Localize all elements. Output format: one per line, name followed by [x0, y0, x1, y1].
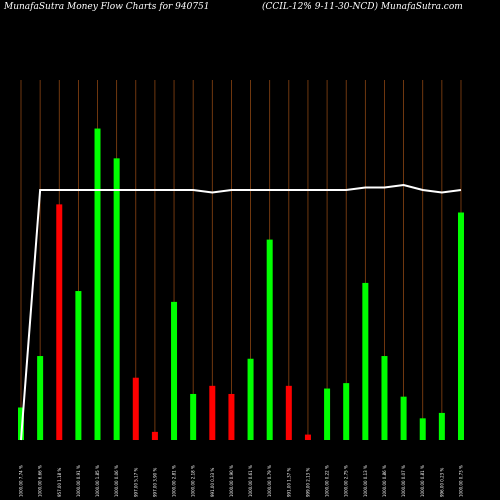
bar [228, 393, 235, 440]
bar [247, 358, 254, 440]
x-tick-label: 1000.00 0.79 % [267, 465, 272, 497]
bar [190, 393, 197, 440]
bar [324, 388, 331, 440]
x-tick-label: 1000.00 2.75 % [344, 465, 349, 497]
bar [94, 128, 101, 440]
bar [56, 204, 63, 440]
bar [171, 301, 178, 440]
bars [18, 128, 464, 441]
bar [266, 239, 273, 440]
x-tick-label: 991.00 1.37 % [286, 468, 291, 497]
x-tick-label: 1000.00 2.18 % [191, 465, 196, 497]
bar [75, 291, 82, 440]
bar [151, 431, 158, 440]
bar [438, 412, 445, 440]
x-tick-label: 1000.00 2.81 % [172, 465, 177, 497]
bar [457, 212, 464, 440]
grid-lines [20, 80, 462, 440]
x-tick-label: 1000.00 0.91 % [76, 465, 81, 497]
bar [419, 418, 426, 440]
x-tick-label: 997.00 3.90 % [152, 468, 157, 497]
x-tick-label: 1000.00 0.81 % [420, 465, 425, 497]
bar [285, 385, 292, 440]
x-tick-label: 1000.00 0.07 % [401, 465, 406, 497]
bar [381, 356, 388, 440]
chart-title-right: (CCIL-12% 9-11-30-NCD) MunafaSutra.com [262, 2, 463, 12]
x-tick-labels: 1000.00 7.74 % 1000.00 6.66 % 957.00 1.18 … [19, 465, 464, 497]
x-tick-label: 996.00 0.23 % [439, 468, 444, 497]
x-tick-label: 1000.00 0.61 % [248, 465, 253, 497]
x-tick-label: 1000.00 6.66 % [38, 465, 43, 497]
x-tick-label: 1000.00 0.22 % [325, 465, 330, 497]
bar [132, 377, 139, 440]
x-tick-label: 1000.00 0.06 % [114, 465, 119, 497]
bar [209, 385, 216, 440]
bar [343, 383, 350, 440]
bar [113, 158, 120, 441]
x-tick-label: 997.00 5.17 % [133, 468, 138, 497]
x-tick-label: 1000.00 0.90 % [229, 465, 234, 497]
bar [400, 396, 407, 440]
money-flow-line [20, 183, 462, 441]
x-tick-label: 1000.00 0.13 % [363, 465, 368, 497]
x-tick-label: 1000.00 1.85 % [95, 465, 100, 497]
x-tick-label: 999.00 2.13 % [305, 468, 310, 497]
bar [37, 356, 44, 440]
x-tick-label: 991.00 0.33 % [210, 468, 215, 497]
bar [304, 434, 311, 440]
bar [362, 282, 369, 440]
chart-title-left: MunafaSutra Money Flow Charts for 940751 [4, 2, 210, 12]
x-tick-label: 1000.00 7.74 % [19, 465, 24, 497]
bar [18, 407, 24, 440]
x-tick-label: 1000.00 0.86 % [382, 465, 387, 497]
x-tick-label: 1000.00 0.73 % [458, 465, 463, 497]
x-tick-label: 957.00 1.18 % [57, 468, 62, 497]
